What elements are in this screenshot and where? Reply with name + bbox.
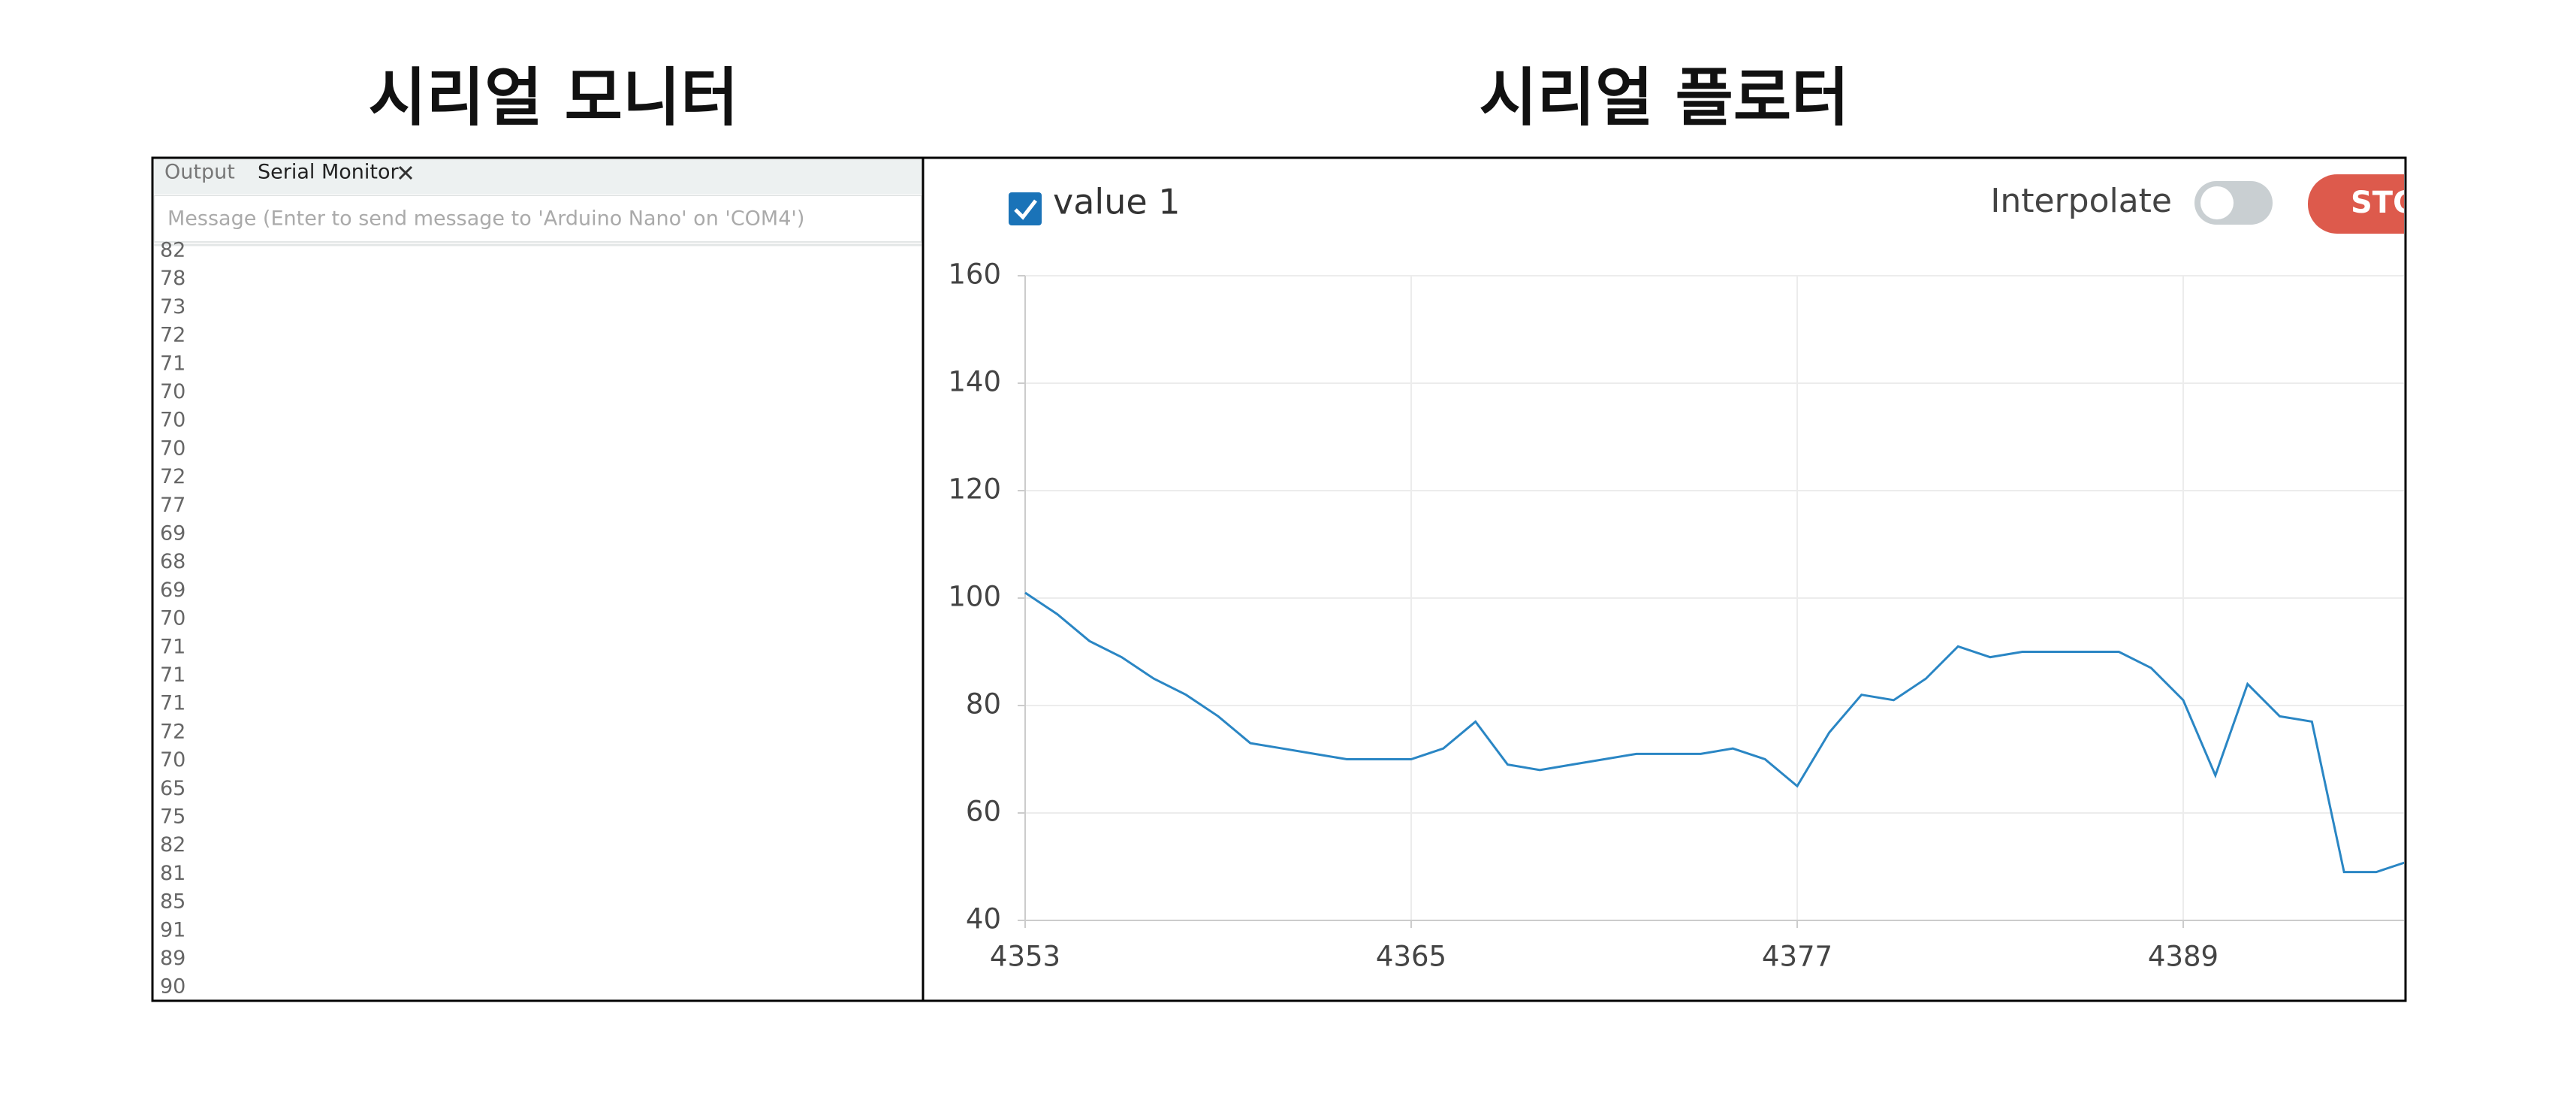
serial-line: 81: [160, 862, 186, 885]
serial-line: 70: [160, 748, 186, 772]
frame: [151, 156, 2407, 1002]
serial-line: 65: [160, 777, 186, 800]
serial-line: 72: [160, 720, 186, 743]
x-tick-label: 4353: [990, 941, 1060, 973]
serial-line: 71: [160, 692, 186, 715]
serial-line: 75: [160, 805, 186, 829]
interpolate-label: Interpolate: [1990, 182, 2172, 220]
serial-line: 71: [160, 635, 186, 658]
toggle-knob: [2200, 186, 2234, 219]
serial-line: 82: [160, 239, 186, 262]
serial-line: 72: [160, 324, 186, 347]
y-tick-label: 100: [948, 581, 1001, 613]
heading: 시리얼 플로터: [1480, 61, 1850, 134]
message-input[interactable]: [154, 195, 922, 243]
y-tick-label: 160: [948, 258, 1001, 291]
tab-bar: [154, 159, 922, 194]
serial-line: 78: [160, 267, 186, 290]
serial-line: 70: [160, 409, 186, 432]
serial-line: 82: [160, 833, 186, 857]
serial-line: 70: [160, 437, 186, 460]
serial-monitor: Output Serial Monitor Message (Enter to …: [154, 159, 922, 999]
legend-checkbox[interactable]: [1009, 192, 1042, 225]
stop-button[interactable]: [2308, 174, 2533, 234]
close-icon[interactable]: [398, 165, 413, 180]
serial-line: 89: [160, 947, 186, 970]
y-tick-label: 140: [948, 366, 1001, 398]
serial-line: 91: [160, 918, 186, 941]
serial-plotter: value 1 Interpolate STOP 40 60 80 100 120 140…: [948, 174, 2533, 973]
x-tick-label: 4389: [2148, 941, 2219, 973]
y-tick-label: 40: [966, 903, 1001, 935]
serial-line: 73: [160, 295, 186, 319]
y-tick-label: 60: [966, 796, 1001, 828]
tab[interactable]: Output: [164, 161, 235, 184]
serial-line: 90: [160, 975, 186, 999]
serial-lines: 82 78 73 72 71 70 70 70 72 77 69 68 69 70 71 71 71 72 70 65…: [160, 239, 186, 999]
x-tick-label: 4365: [1376, 941, 1446, 973]
y-tick-label: 80: [966, 688, 1001, 721]
serial-line: 77: [160, 494, 186, 517]
serial-line: 71: [160, 352, 186, 375]
serial-line: 72: [160, 465, 186, 488]
stop-label[interactable]: STOP: [2351, 186, 2440, 220]
serial-line: 69: [160, 522, 186, 545]
serial-line: 69: [160, 579, 186, 602]
y-tick-label: 120: [948, 473, 1001, 506]
serial-line: 85: [160, 890, 186, 914]
serial-line: 68: [160, 550, 186, 573]
checkmark: [1014, 199, 1037, 220]
data-line: [1024, 591, 2404, 874]
serial-line: 71: [160, 663, 186, 687]
heading: 시리얼 모니터: [369, 61, 739, 134]
x-tick-label: 4377: [1762, 941, 1832, 973]
serial-line: 70: [160, 607, 186, 630]
legend-label[interactable]: value 1: [1053, 182, 1181, 222]
serial-line: 70: [160, 380, 186, 403]
chart: 40 60 80 100 120 140 160 4353 4365 4377 4389: [948, 258, 2404, 973]
tab[interactable]: Serial Monitor: [258, 161, 400, 184]
placeholder: Message (Enter to send message to 'Ardui…: [167, 207, 804, 231]
